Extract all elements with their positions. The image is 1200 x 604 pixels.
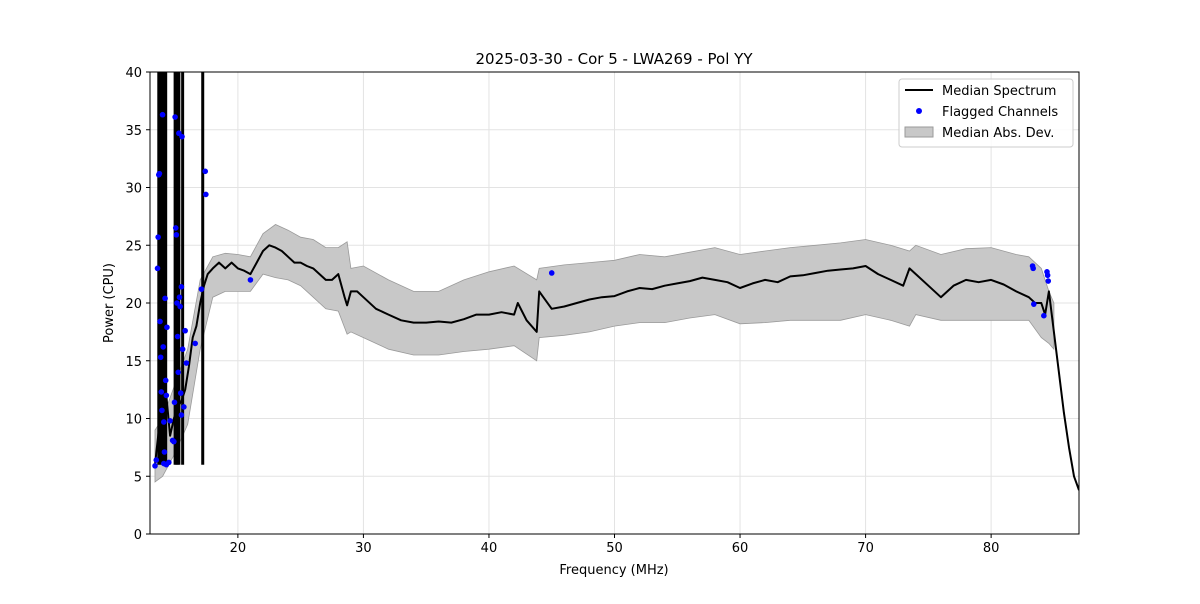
flagged-channel-point	[175, 369, 182, 376]
x-axis-ticks: 20 30 40 50 60 70 80	[230, 534, 1000, 556]
flagged-channel-point	[172, 225, 179, 231]
x-tick-label: 30	[355, 541, 372, 556]
y-tick-label: 40	[125, 66, 142, 81]
flagged-channel-point	[178, 284, 185, 290]
flagged-channel-point	[159, 407, 165, 414]
legend: Median Spectrum Flagged Channels Median …	[898, 78, 1074, 148]
legend-band-swatch	[904, 126, 934, 138]
flagged-channel-point	[179, 133, 185, 140]
flagged-channel-point	[171, 438, 177, 445]
flagged-channel-point	[1031, 301, 1037, 307]
rfi-spikes	[157, 72, 205, 465]
flagged-channel-point	[173, 232, 180, 238]
flagged-channel-point	[160, 344, 166, 350]
flagged-channel-point	[158, 389, 165, 395]
flagged-channel-point	[178, 412, 185, 418]
flagged-channel-point	[156, 170, 163, 177]
flagged-channel-point	[247, 277, 254, 283]
flagged-channel-point	[179, 346, 186, 353]
flagged-channel-point	[176, 294, 183, 301]
flagged-channel-point	[1045, 278, 1052, 284]
x-tick-label: 50	[606, 541, 623, 556]
flagged-channel-point	[163, 392, 170, 399]
x-tick-label: 40	[481, 541, 498, 556]
flagged-channel-point	[192, 340, 198, 347]
flagged-channel-point	[167, 418, 173, 424]
y-tick-label: 20	[125, 297, 142, 312]
flagged-channel-point	[177, 303, 183, 310]
x-tick-label: 20	[230, 541, 247, 556]
flagged-channel-point	[548, 270, 555, 276]
flagged-channel-point	[1041, 312, 1047, 319]
flagged-channel-point	[155, 234, 161, 240]
flagged-channel-point	[157, 318, 163, 325]
flagged-channel-point	[203, 191, 209, 198]
median-abs-dev-band	[154, 224, 1055, 483]
flagged-channel-point	[174, 333, 181, 340]
y-tick-label: 35	[125, 124, 142, 139]
flagged-channel-point	[202, 168, 209, 175]
y-axis-ticks: 0 5 10 15 20 25 30 35 40	[125, 66, 150, 543]
y-tick-label: 10	[125, 413, 142, 428]
y-tick-label: 15	[125, 355, 142, 370]
flagged-channel-point	[154, 265, 161, 272]
legend-dot-swatch	[916, 108, 922, 114]
data-layer	[152, 72, 1079, 491]
flagged-channel-point	[157, 354, 164, 361]
flagged-channel-point	[152, 463, 158, 469]
x-tick-label: 80	[983, 541, 1000, 556]
y-tick-label: 30	[125, 182, 142, 197]
y-tick-label: 0	[134, 528, 142, 543]
flagged-channel-point	[161, 449, 168, 455]
legend-label-mad: Median Abs. Dev.	[942, 126, 1054, 141]
x-tick-label: 70	[857, 541, 874, 556]
x-tick-label: 60	[732, 541, 749, 556]
median-spectrum-line	[154, 244, 1079, 491]
y-tick-label: 5	[134, 470, 142, 485]
legend-label-median: Median Spectrum	[942, 84, 1056, 99]
flagged-channel-point	[181, 404, 187, 410]
flagged-channel-point	[198, 286, 205, 292]
flagged-channel-point	[183, 360, 190, 366]
flagged-channel-point	[177, 390, 184, 396]
flagged-channel-point	[159, 111, 166, 118]
flagged-channel-point	[1044, 272, 1051, 279]
flagged-channels	[152, 111, 1052, 469]
x-axis-label: Frequency (MHz)	[559, 563, 668, 578]
flagged-channel-point	[162, 377, 169, 384]
legend-box	[898, 78, 1074, 148]
flagged-channel-point	[153, 457, 160, 463]
flagged-channel-point	[161, 419, 167, 425]
flagged-channel-point	[182, 327, 188, 334]
flagged-channel-point	[172, 114, 178, 120]
flagged-channel-point	[166, 459, 172, 466]
flagged-channel-point	[1030, 265, 1036, 272]
flagged-channel-point	[164, 324, 170, 331]
y-tick-label: 25	[125, 239, 142, 254]
y-axis-label: Power (CPU)	[102, 263, 117, 343]
flagged-channel-point	[171, 399, 178, 406]
legend-label-flagged: Flagged Channels	[942, 105, 1058, 120]
chart-title: 2025-03-30 - Cor 5 - LWA269 - Pol YY	[476, 50, 754, 68]
flagged-channel-point	[162, 295, 168, 302]
